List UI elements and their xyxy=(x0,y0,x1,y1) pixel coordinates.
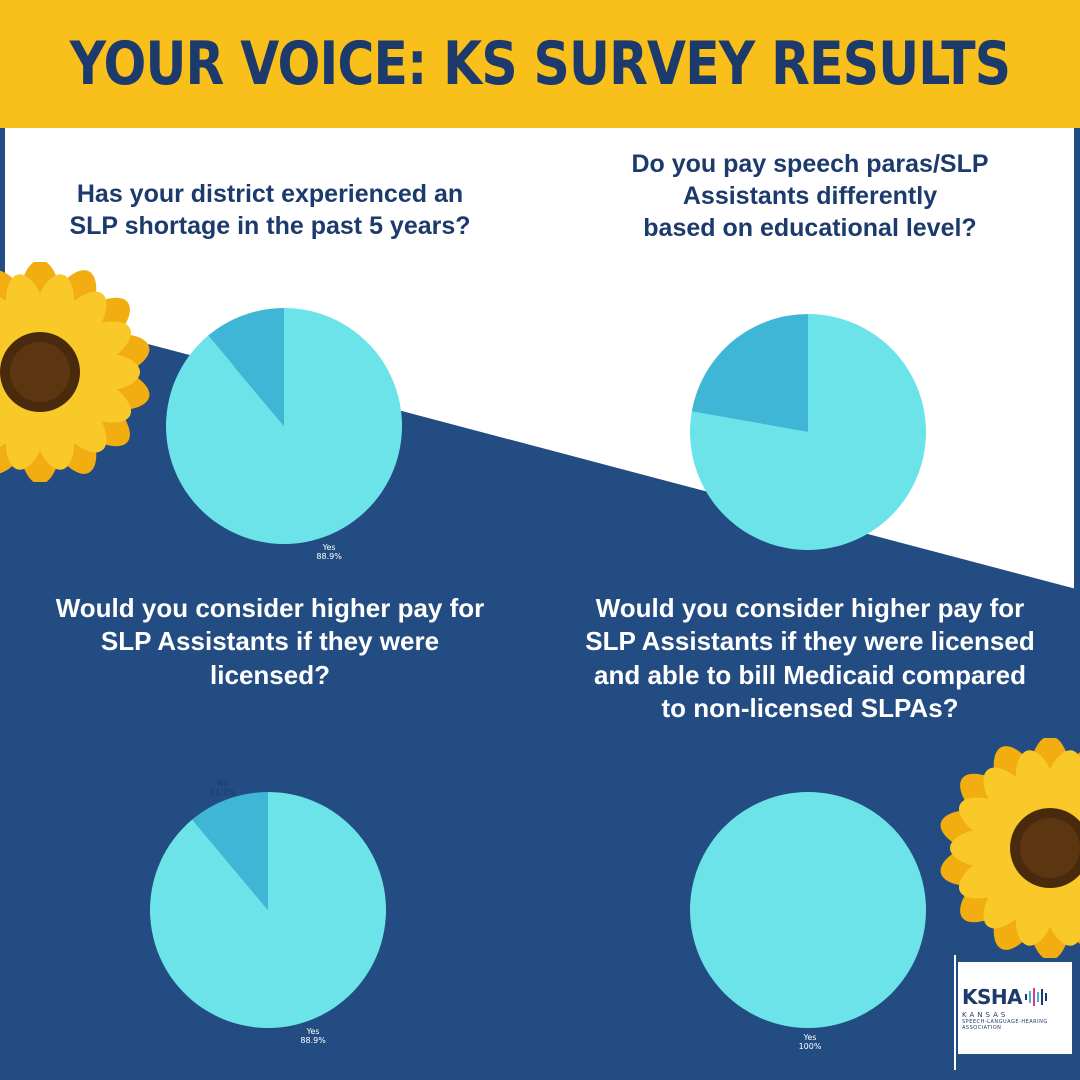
pie-value-label: 100% xyxy=(799,1042,822,1051)
logo-subtitle-2: SPEECH-LANGUAGE-HEARING xyxy=(962,1019,1048,1025)
pie-value-label: 88.9% xyxy=(300,1036,326,1045)
question-4-line-3: and able to bill Medicaid compared xyxy=(594,659,1026,690)
page-title: YOUR VOICE: KS SURVEY RESULTS xyxy=(69,29,1011,99)
pie-value-label: 88.9% xyxy=(316,552,342,561)
pie-label: Yes xyxy=(322,543,336,552)
question-1-line-1: Has your district experienced an xyxy=(76,180,464,208)
question-3-line-3: licensed? xyxy=(210,659,330,690)
sunflower-icon xyxy=(0,262,150,482)
title-banner: YOUR VOICE: KS SURVEY RESULTS xyxy=(0,0,1080,128)
question-1-line-2: SLP shortage in the past 5 years? xyxy=(69,212,471,240)
pie-label: Yes xyxy=(306,1027,320,1036)
pie-slice-no xyxy=(208,308,284,426)
pie-label: No xyxy=(217,779,228,788)
pie-slice-yes xyxy=(690,792,926,1028)
question-4-line-1: Would you consider higher pay for xyxy=(595,593,1025,623)
question-2-line-1: Do you pay speech paras/SLP xyxy=(631,150,989,178)
logo-text: KSHA xyxy=(962,985,1023,1009)
pie-value-label: 11.1% xyxy=(210,788,236,797)
question-3-title: Would you consider higher pay for SLP As… xyxy=(35,592,505,692)
logo-subtitle-3: ASSOCIATION xyxy=(962,1025,1002,1031)
sunflower-center-inner xyxy=(10,342,70,402)
question-4-line-4: to non-licensed SLPAs? xyxy=(661,692,959,723)
question-4-title: Would you consider higher pay for SLP As… xyxy=(560,592,1060,725)
sunflower-icon xyxy=(940,738,1080,958)
sunflower-center-inner xyxy=(1020,818,1080,878)
pie-slice-slice-1 xyxy=(691,314,808,432)
left-border-line xyxy=(0,128,5,308)
pie-chart-2 xyxy=(690,314,926,550)
question-1-title: Has your district experienced an SLP sho… xyxy=(50,178,490,242)
question-2-title: Do you pay speech paras/SLP Assistants d… xyxy=(580,148,1040,244)
question-2-line-3: based on educational level? xyxy=(643,214,977,242)
sound-bars-icon xyxy=(1025,985,1048,1009)
right-border-line xyxy=(1074,128,1080,598)
question-3-line-2: SLP Assistants if they were xyxy=(100,626,440,657)
question-3-line-1: Would you consider higher pay for xyxy=(55,593,485,623)
ksha-logo: KSHA KANSAS SPEECH-LANGUAGE-HEARING ASSO… xyxy=(958,962,1072,1054)
pie-label: Yes xyxy=(803,1033,817,1042)
logo-row: KSHA xyxy=(962,985,1072,1009)
question-4-line-2: SLP Assistants if they were licensed xyxy=(585,626,1035,657)
logo-subtitle: KANSAS xyxy=(962,1011,1009,1019)
pie-slice-no xyxy=(192,792,268,910)
question-2-line-2: Assistants differently xyxy=(682,182,938,210)
